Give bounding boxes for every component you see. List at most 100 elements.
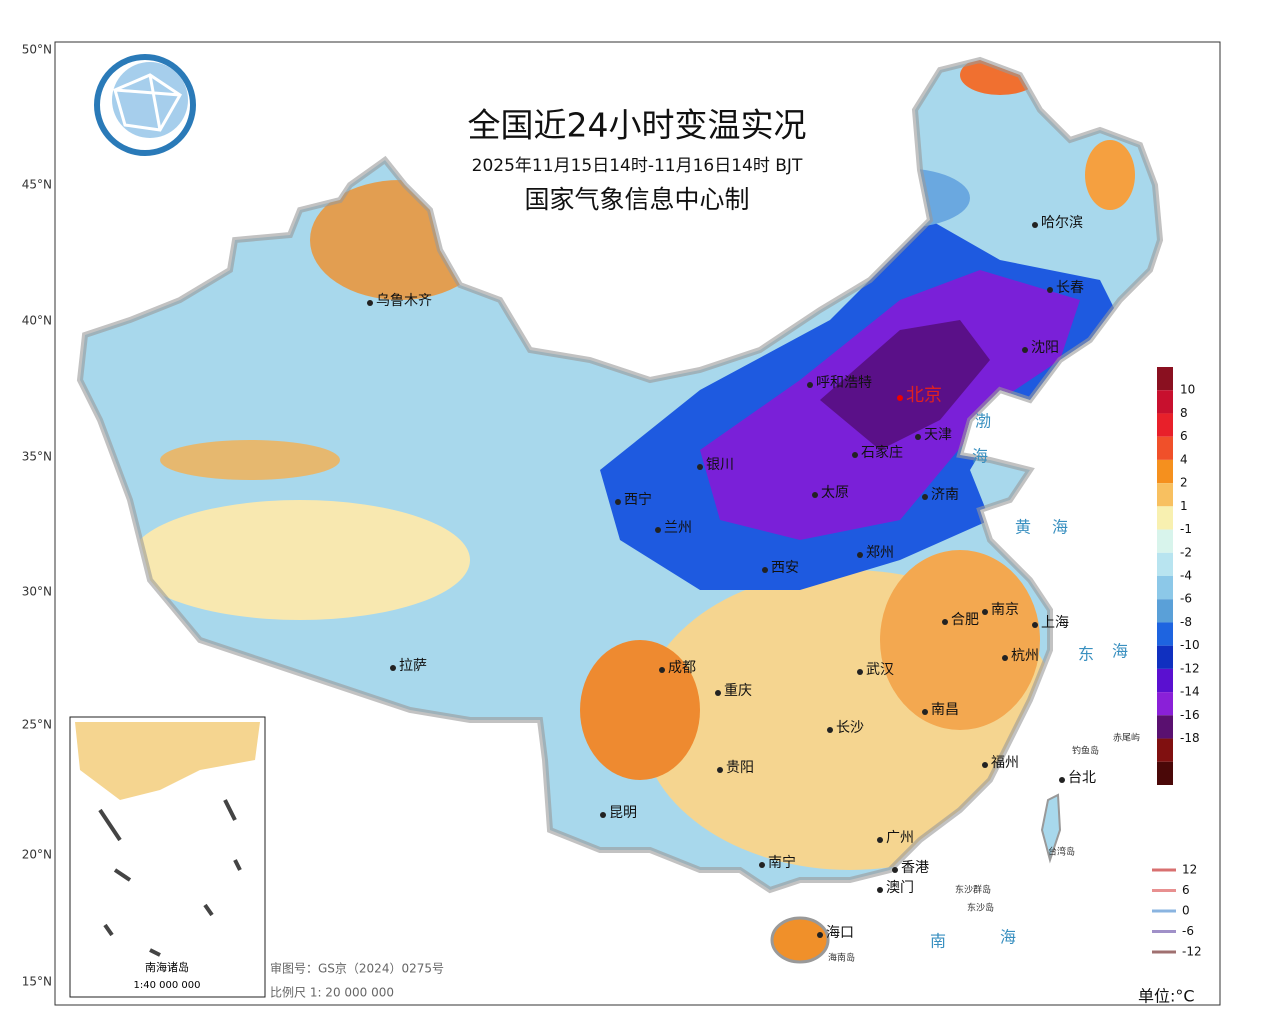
sea-label: 海 [1052, 518, 1068, 537]
colorbar-cell [1157, 483, 1173, 507]
city-label: 哈尔滨 [1041, 215, 1083, 231]
city-dot [600, 812, 606, 818]
colorbar-label: -14 [1180, 685, 1200, 699]
city-dot [877, 837, 883, 843]
city-label: 天津 [924, 427, 952, 443]
contour-label: 0 [1182, 904, 1190, 918]
sea-label: 黄 [1015, 518, 1031, 537]
city-label: 银川 [706, 457, 734, 473]
city-label: 合肥 [951, 612, 979, 628]
latitude-label: 35°N [22, 450, 52, 464]
sea-label: 南 [930, 932, 946, 951]
subtitle: 2025年11月15日14时-11月16日14时 BJT [472, 156, 803, 176]
colorbar-label: 6 [1180, 429, 1188, 443]
city-dot [1002, 655, 1008, 661]
latitude-label: 15°N [22, 975, 52, 989]
city-dot [367, 300, 373, 306]
city-dot [715, 690, 721, 696]
city-dot [982, 762, 988, 768]
city-dot [759, 862, 765, 868]
city-dot [1032, 222, 1038, 228]
taiwan [1040, 793, 1062, 864]
colorbar-label: -6 [1180, 592, 1192, 606]
city-label: 兰州 [664, 520, 692, 536]
city-dot [717, 767, 723, 773]
city-dot [897, 395, 903, 401]
city-dot [697, 464, 703, 470]
city-dot [915, 434, 921, 440]
inset [69, 716, 266, 998]
city-dot [1059, 777, 1065, 783]
city-label: 太原 [821, 485, 849, 501]
colorbar-label: 10 [1180, 383, 1195, 397]
unit: 单位:°C [1138, 987, 1195, 1006]
island-label: 赤尾屿 [1113, 733, 1140, 744]
city-label: 南宁 [768, 854, 796, 871]
city-dot [615, 499, 621, 505]
inset-scale: 1:40 000 000 [134, 980, 201, 991]
city-dot [857, 552, 863, 558]
colorbar-cell [1157, 436, 1173, 460]
colorbar-cell [1157, 715, 1173, 739]
city-dot [807, 382, 813, 388]
colorbar-label: -16 [1180, 708, 1200, 722]
island-label: 钓鱼岛 [1072, 745, 1099, 757]
colorbar-cell [1157, 622, 1173, 646]
city-label: 福州 [991, 755, 1019, 771]
colorbar-label: -1 [1180, 522, 1192, 536]
city-label: 长春 [1056, 280, 1084, 296]
colorbar-label: -12 [1180, 661, 1200, 675]
contour-label: 6 [1182, 883, 1190, 897]
island-label: 东沙岛 [967, 902, 994, 914]
colorbar-label: 4 [1180, 452, 1188, 466]
city-label: 上海 [1041, 615, 1069, 631]
inset-title: 南海诸岛 [145, 960, 189, 974]
city-label: 广州 [886, 830, 914, 846]
city-label: 拉萨 [399, 658, 427, 674]
colorbar-cell [1157, 367, 1173, 391]
contour-label: -12 [1182, 945, 1202, 959]
review-number: 审图号：GS京（2024）0275号 [270, 961, 444, 976]
sea-label: 海 [972, 447, 988, 466]
latitude-label: 25°N [22, 718, 52, 732]
map-scale: 比例尺 1: 20 000 000 [270, 986, 394, 1000]
agency: 国家气象信息中心制 [524, 185, 749, 214]
city-dot [922, 494, 928, 500]
city-dot [892, 867, 898, 873]
city-label: 重庆 [724, 683, 752, 699]
hainan [770, 916, 830, 964]
city-dot [982, 609, 988, 615]
colorbar-label: -10 [1180, 638, 1200, 652]
colorbar-cell [1157, 599, 1173, 623]
island-label: 东沙群岛 [955, 884, 991, 896]
border [76, 56, 1164, 894]
city-label: 沈阳 [1031, 340, 1059, 356]
colorbar-label: -4 [1180, 569, 1192, 583]
city-dot [655, 527, 661, 533]
city-dot [922, 709, 928, 715]
city-label: 澳门 [886, 880, 914, 896]
island-label: 海南岛 [828, 952, 855, 964]
sea-label: 海 [1000, 928, 1016, 947]
city-label: 郑州 [866, 545, 894, 561]
colorbar-label: 2 [1180, 476, 1188, 490]
sea-label: 东 [1078, 645, 1094, 664]
city-label: 香港 [901, 860, 929, 876]
city-dot [817, 932, 823, 938]
colorbar-label: -8 [1180, 615, 1192, 629]
city-label: 呼和浩特 [816, 375, 872, 391]
sea-label: 渤 [975, 412, 991, 431]
latitude-label: 45°N [22, 178, 52, 192]
colorbar-cell [1157, 738, 1173, 762]
sea-label: 海 [1112, 642, 1128, 661]
colorbar-cell [1157, 552, 1173, 576]
colorbar-cell [1157, 761, 1173, 785]
colorbar-cell [1157, 668, 1173, 693]
contour-label: 12 [1182, 863, 1197, 877]
city-dot [762, 567, 768, 573]
city-dot [942, 619, 948, 625]
colorbar-cell [1157, 390, 1173, 414]
city-dot [1032, 622, 1038, 628]
city-label: 西安 [771, 560, 799, 576]
